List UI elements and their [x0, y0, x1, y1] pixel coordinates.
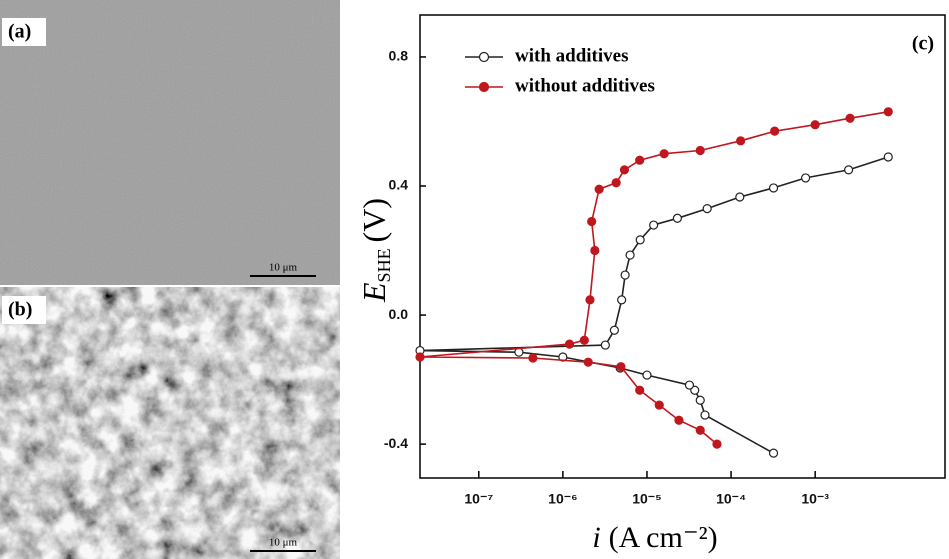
data-point — [884, 108, 892, 116]
y-tick-label: 0.0 — [389, 306, 409, 322]
data-point — [771, 127, 779, 135]
data-point — [685, 381, 693, 389]
data-point — [636, 156, 644, 164]
data-point — [621, 271, 629, 279]
series-line — [420, 157, 888, 453]
data-point — [845, 166, 853, 174]
data-point — [580, 336, 588, 344]
data-point — [612, 179, 620, 187]
series-line — [420, 112, 888, 444]
panel-label: (a) — [8, 21, 31, 43]
data-point — [588, 217, 596, 225]
data-point — [618, 296, 626, 304]
data-point — [650, 221, 658, 229]
legend-marker — [480, 83, 489, 92]
data-point — [701, 411, 709, 419]
data-point — [620, 166, 628, 174]
data-point — [696, 147, 704, 155]
data-point — [660, 150, 668, 158]
scale-bar-label: 10 μm — [269, 262, 298, 274]
sem-texture-a — [0, 0, 340, 285]
data-point — [595, 185, 603, 193]
data-point — [636, 386, 644, 394]
data-point — [770, 449, 778, 457]
sem-texture-b — [0, 287, 340, 559]
data-point — [811, 121, 819, 129]
data-point — [584, 358, 592, 366]
x-tick-label: 10⁻⁶ — [548, 491, 577, 507]
y-subscript: SHE — [374, 248, 394, 282]
data-point — [655, 401, 663, 409]
data-point — [636, 236, 644, 244]
y-axis-label: ESHE (V) — [356, 198, 394, 303]
x-tick-label: 10⁻³ — [801, 491, 829, 507]
data-point — [802, 174, 810, 182]
y-tick-label: 0.4 — [389, 177, 409, 193]
y-symbol: E — [356, 282, 392, 303]
legend-label: without additives — [515, 75, 655, 96]
data-point — [846, 114, 854, 122]
y-tick-label: -0.4 — [384, 435, 408, 451]
panel-label: (c) — [912, 33, 934, 55]
panel-label: (b) — [8, 299, 32, 321]
plot-frame — [420, 15, 945, 478]
data-point — [696, 396, 704, 404]
data-point — [643, 371, 651, 379]
x-tick-label: 10⁻⁷ — [464, 491, 493, 507]
data-point — [737, 137, 745, 145]
data-point — [617, 363, 625, 371]
data-point — [610, 326, 618, 334]
data-point — [696, 426, 704, 434]
x-tick-label: 10⁻⁴ — [716, 491, 746, 507]
data-point — [736, 193, 744, 201]
legend-label: with additives — [515, 45, 629, 66]
figure: (a) 10 μm (b) 10 μm (c) ESHE (V) i (A cm⁻²… — [0, 0, 949, 559]
data-point — [591, 247, 599, 255]
data-point — [675, 416, 683, 424]
data-point — [566, 340, 574, 348]
x-unit: (A cm⁻²) — [609, 521, 718, 554]
scale-bar-label: 10 μm — [269, 537, 298, 549]
legend-marker — [480, 53, 489, 62]
data-point — [601, 341, 609, 349]
x-axis-label: i (A cm⁻²) — [592, 521, 717, 554]
data-point — [529, 354, 537, 362]
data-point — [416, 353, 424, 361]
data-point — [586, 296, 594, 304]
x-tick-label: 10⁻⁵ — [632, 491, 662, 507]
y-tick-label: 0.8 — [389, 48, 409, 64]
data-point — [770, 184, 778, 192]
data-point — [626, 251, 634, 259]
data-point — [884, 153, 892, 161]
data-point — [713, 440, 721, 448]
data-point — [673, 214, 681, 222]
x-symbol: i — [592, 521, 600, 554]
y-unit: (V) — [356, 198, 392, 242]
data-point — [703, 205, 711, 213]
